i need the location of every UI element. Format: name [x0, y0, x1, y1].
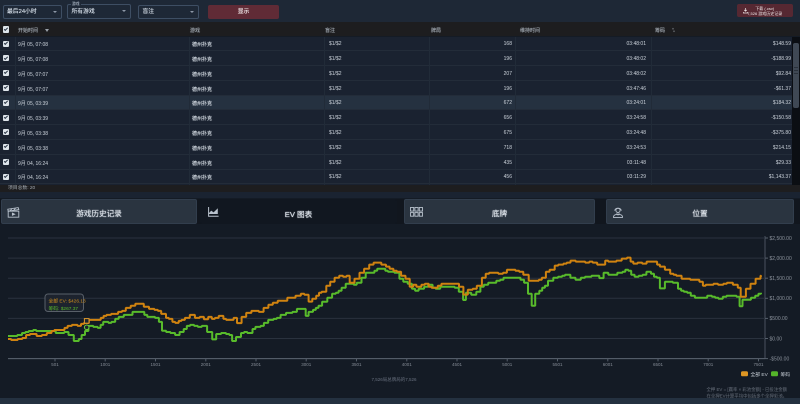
svg-text:5501: 5501 [552, 362, 563, 367]
svg-text:501: 501 [51, 362, 59, 367]
svg-text:$0.00: $0.00 [770, 336, 783, 342]
svg-text:全押 EV = [赢率 × 彩池金额] - 已投注金额: 全押 EV = [赢率 × 彩池金额] - 已投注金额 [706, 386, 787, 393]
svg-text:$1,500.00: $1,500.00 [770, 276, 792, 282]
svg-text:4501: 4501 [452, 362, 463, 367]
svg-text:全部 EV: 全部 EV [751, 371, 769, 378]
svg-text:3001: 3001 [301, 362, 312, 367]
svg-text:$2,500.00: $2,500.00 [770, 236, 792, 242]
svg-text:2501: 2501 [251, 362, 262, 367]
svg-text:$2,000.00: $2,000.00 [770, 256, 792, 262]
svg-text:筹码: 筹码 [781, 371, 791, 378]
svg-text:5001: 5001 [502, 362, 513, 367]
svg-text:-$500.00: -$500.00 [770, 356, 790, 362]
svg-text:$500.00: $500.00 [770, 316, 788, 322]
svg-text:2001: 2001 [201, 362, 212, 367]
svg-text:在全押EV计算平均中包括多个全押彩池。: 在全押EV计算平均中包括多个全押彩池。 [707, 393, 788, 400]
svg-text:6501: 6501 [653, 362, 664, 367]
svg-text:3501: 3501 [351, 362, 362, 367]
svg-text:全部 EV: $426.13: 全部 EV: $426.13 [49, 298, 86, 305]
svg-text:7501: 7501 [753, 362, 764, 367]
svg-text:1001: 1001 [100, 362, 111, 367]
svg-text:4001: 4001 [402, 362, 413, 367]
svg-text:7,526局总牌局的7,526: 7,526局总牌局的7,526 [371, 376, 417, 383]
svg-text:筹码: $267.37: 筹码: $267.37 [49, 305, 79, 312]
svg-text:7001: 7001 [703, 362, 714, 367]
svg-text:6001: 6001 [603, 362, 614, 367]
svg-text:1501: 1501 [150, 362, 161, 367]
svg-text:$1,000.00: $1,000.00 [770, 296, 792, 302]
